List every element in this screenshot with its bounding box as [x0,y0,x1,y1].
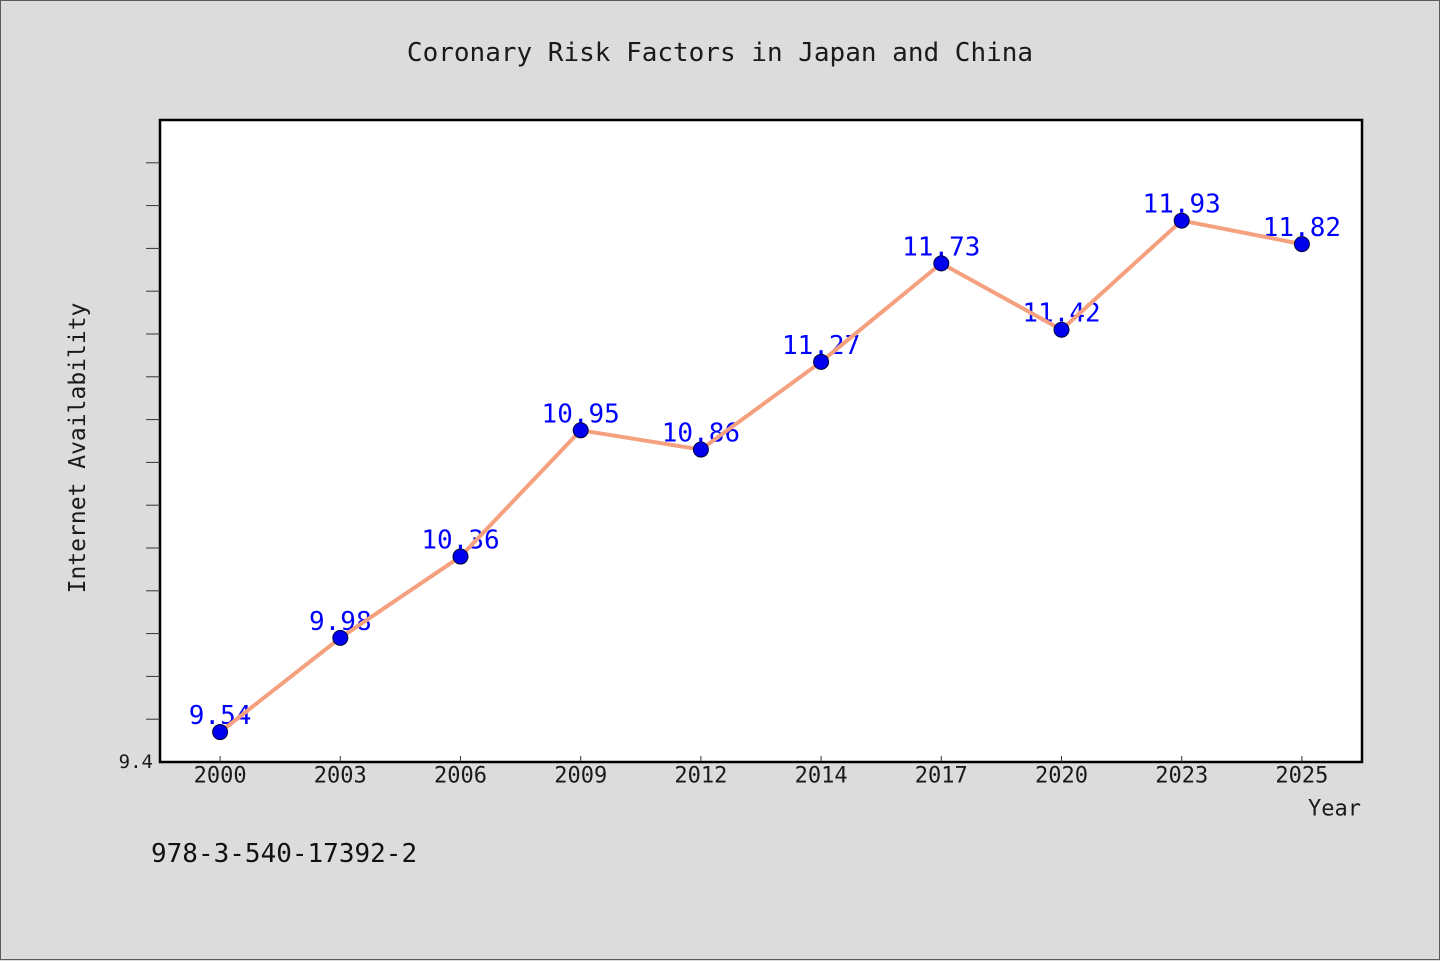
x-tick-label: 2017 [915,764,968,789]
x-tick-label: 2012 [674,764,727,789]
x-axis-label: Year [1308,797,1361,822]
y-tick-label: 9.4 [119,751,153,773]
y-axis-label: Internet Availability [65,303,91,594]
chart-title: Coronary Risk Factors in Japan and China [407,38,1033,68]
data-point [212,724,229,741]
data-point [572,422,589,439]
x-tick-label: 2025 [1275,764,1328,789]
x-tick-label: 2000 [194,764,247,789]
data-point [1053,321,1070,338]
data-point [813,353,830,370]
data-markers [212,212,1310,741]
x-tick-label: 2014 [795,764,848,789]
data-point [1293,236,1310,253]
x-tick-label: 2023 [1155,764,1208,789]
data-point [1173,212,1190,229]
x-tick-label: 2009 [554,764,607,789]
x-tick-label: 2003 [314,764,367,789]
footer-code: 978-3-540-17392-2 [151,839,417,869]
plot-area [158,118,1364,764]
x-axis: 2000 2003 2006 2009 2012 2014 2017 2020 2023 2025 [194,756,1328,789]
data-point [933,255,950,272]
data-point [452,548,469,565]
data-point [692,441,709,458]
series-line [218,218,1304,735]
x-tick-label: 2020 [1035,764,1088,789]
y-axis: 9.4 [119,162,160,773]
data-point [332,629,349,646]
x-tick-label: 2006 [434,764,487,789]
